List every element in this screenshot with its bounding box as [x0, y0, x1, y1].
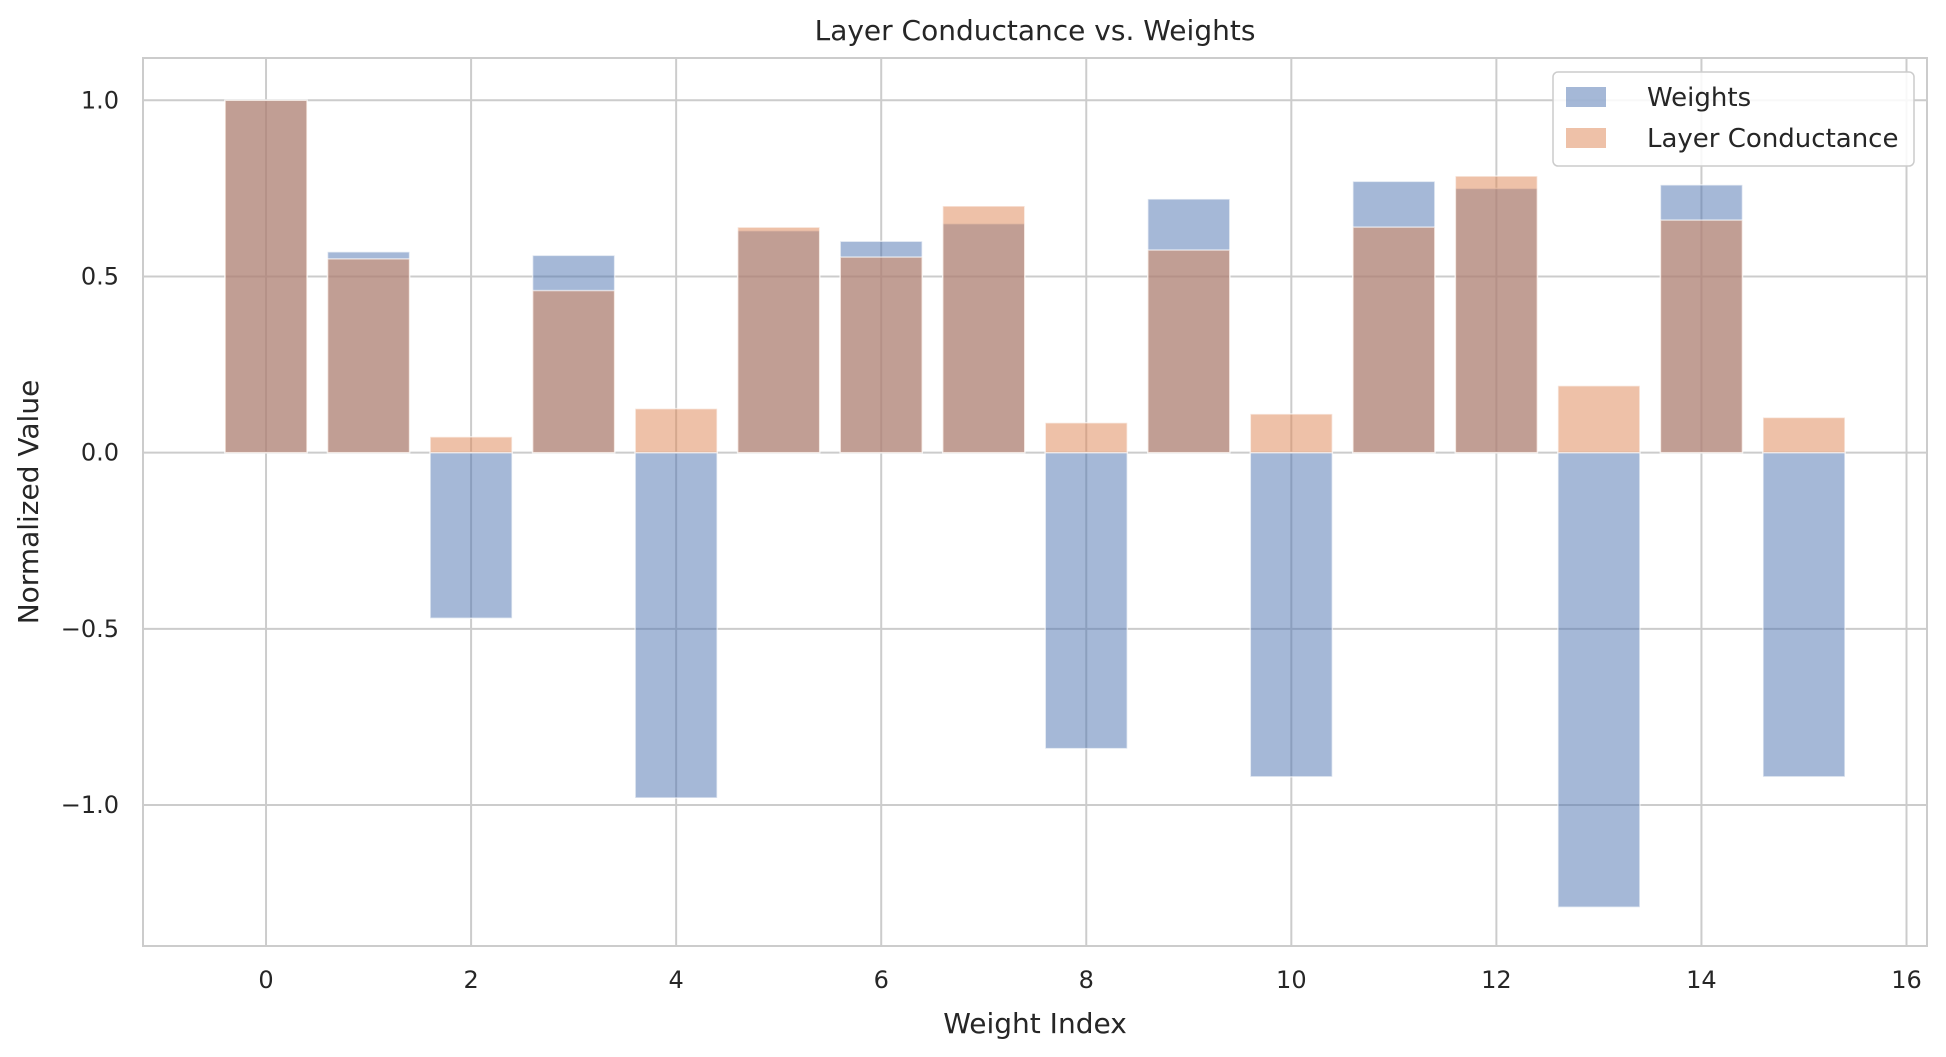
- bar-layer-conductance-3: [531, 289, 616, 454]
- bar-layer-conductance-5: [736, 226, 821, 454]
- bar-layer-conductance-13: [1557, 384, 1641, 454]
- legend: Weights Layer Conductance: [1552, 71, 1915, 167]
- legend-swatch-weights: [1566, 87, 1606, 107]
- bar-layer-conductance-8: [1044, 421, 1129, 454]
- y-ticks: 1.0 0.5 0.0 −0.5 −1.0: [61, 86, 119, 819]
- bar-layer-conductance-2: [429, 436, 513, 454]
- x-tick-label: 12: [1481, 966, 1512, 994]
- bar-weights-2: [429, 451, 513, 620]
- bar-layer-conductance-9: [1147, 249, 1231, 454]
- bar-layer-conductance-11: [1352, 226, 1436, 454]
- bar-weights-8: [1044, 451, 1129, 750]
- bar-weights-10: [1249, 451, 1334, 778]
- bar-layer-conductance-12: [1454, 175, 1539, 454]
- bar-layer-conductance-4: [634, 407, 718, 454]
- bar-weights-13: [1557, 451, 1641, 908]
- y-tick-label: 0.0: [81, 439, 119, 467]
- x-ticks: 0 2 4 6 8 10 12 14 16: [258, 966, 1921, 994]
- bars: [224, 99, 1846, 908]
- bar-layer-conductance-15: [1762, 416, 1846, 454]
- legend-swatch-layer-conductance: [1566, 128, 1606, 148]
- x-tick-label: 2: [463, 966, 478, 994]
- x-tick-label: 16: [1891, 966, 1922, 994]
- y-tick-label: 1.0: [81, 86, 119, 114]
- x-tick-label: 4: [669, 966, 684, 994]
- x-tick-label: 10: [1276, 966, 1307, 994]
- legend-box: [1552, 71, 1915, 167]
- bar-layer-conductance-0: [224, 99, 308, 454]
- legend-label-layer-conductance: Layer Conductance: [1647, 124, 1898, 154]
- x-tick-label: 0: [258, 966, 273, 994]
- bar-weights-15: [1762, 451, 1846, 778]
- bar-layer-conductance-6: [839, 256, 923, 454]
- x-tick-label: 14: [1686, 966, 1717, 994]
- y-axis-title: Normalized Value: [12, 380, 45, 625]
- bar-layer-conductance-1: [326, 258, 411, 454]
- y-tick-label: −1.0: [61, 791, 119, 819]
- x-tick-label: 8: [1079, 966, 1094, 994]
- x-tick-label: 6: [874, 966, 889, 994]
- plot-background: [143, 58, 1927, 946]
- y-tick-label: −0.5: [61, 615, 119, 643]
- bar-layer-conductance-14: [1659, 219, 1744, 454]
- bar-layer-conductance-10: [1249, 413, 1334, 454]
- x-axis-title: Weight Index: [943, 1007, 1127, 1040]
- bar-weights-4: [634, 451, 718, 799]
- plot-frame: [142, 57, 1928, 947]
- legend-label-weights: Weights: [1647, 83, 1751, 113]
- y-tick-label: 0.5: [81, 262, 119, 290]
- chart-title: Layer Conductance vs. Weights: [815, 14, 1256, 47]
- bar-layer-conductance-7: [941, 205, 1026, 454]
